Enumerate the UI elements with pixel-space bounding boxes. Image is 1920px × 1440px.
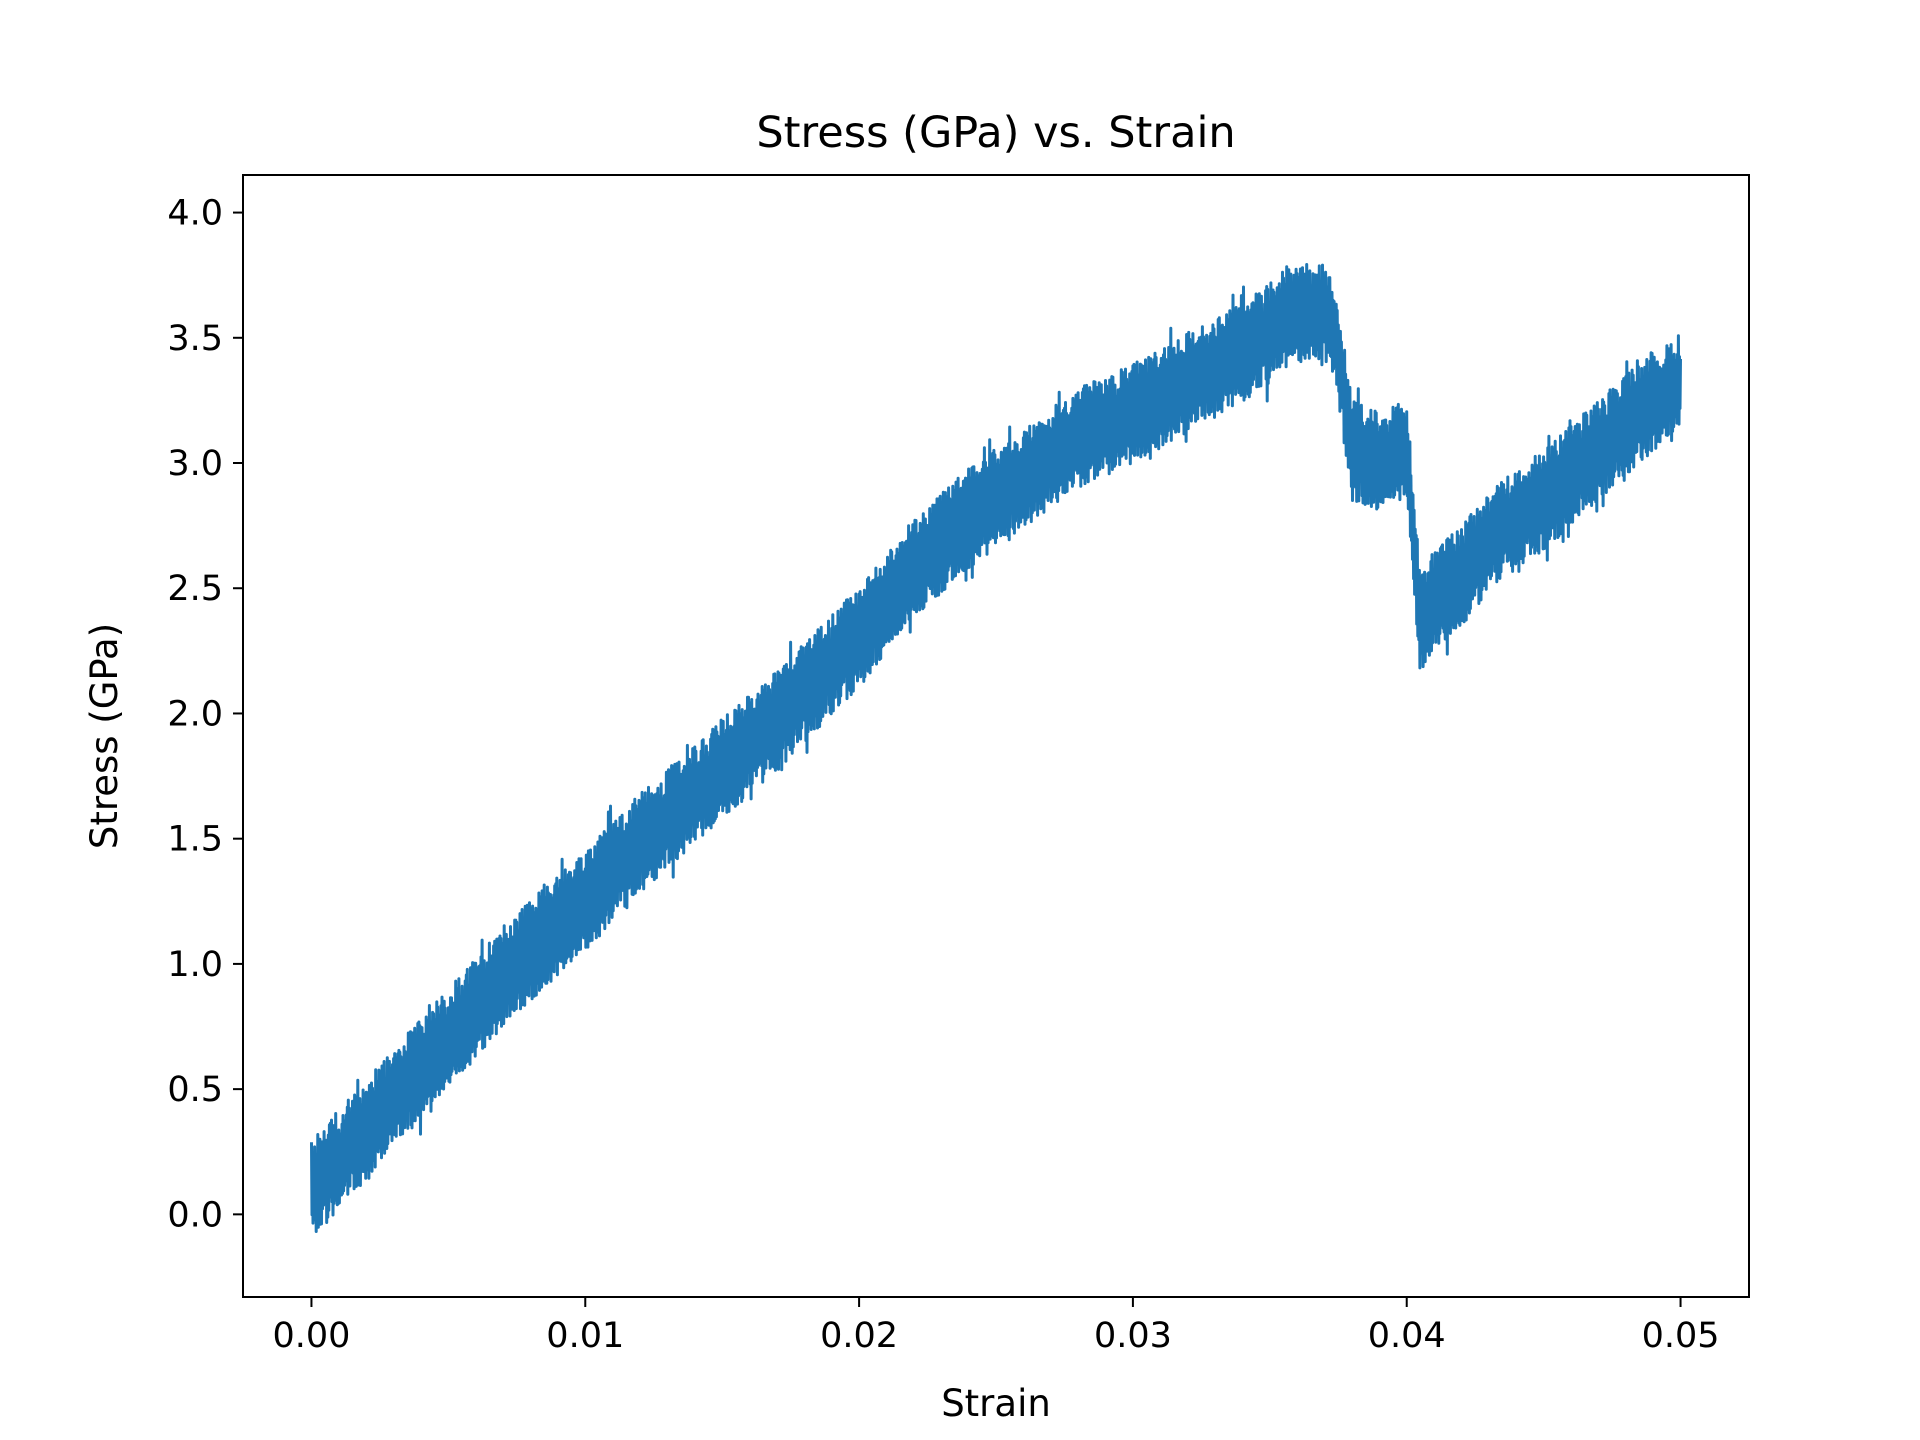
y-tick-label: 3.0 <box>167 444 223 484</box>
x-tick-label: 0.05 <box>1642 1316 1720 1356</box>
y-tick-label: 0.5 <box>167 1070 223 1110</box>
y-tick-label: 3.5 <box>167 319 223 359</box>
x-tick-label: 0.01 <box>546 1316 624 1356</box>
y-tick-label: 2.0 <box>167 694 223 734</box>
y-tick-label: 1.5 <box>167 820 223 860</box>
y-tick-label: 4.0 <box>167 194 223 234</box>
y-axis-title: Stress (GPa) <box>83 623 126 849</box>
x-tick-label: 0.02 <box>820 1316 898 1356</box>
chart-title: Stress (GPa) vs. Strain <box>756 108 1235 158</box>
plot-series <box>310 263 1682 1233</box>
x-tick-label: 0.00 <box>272 1316 350 1356</box>
x-tick-label: 0.04 <box>1368 1316 1446 1356</box>
y-tick-label: 0.0 <box>167 1195 223 1235</box>
x-axis-title: Strain <box>941 1382 1051 1425</box>
plot-frame <box>242 174 1750 1298</box>
y-tick-label: 1.0 <box>167 945 223 985</box>
y-tick-label: 2.5 <box>167 569 223 609</box>
x-tick-label: 0.03 <box>1094 1316 1172 1356</box>
series-line <box>310 263 1682 1233</box>
y-axis: 0.0 0.5 1.0 1.5 2.0 2.5 3.0 3.5 4.0 <box>167 194 243 1235</box>
x-axis: 0.00 0.01 0.02 0.03 0.04 0.05 <box>272 1297 1720 1356</box>
